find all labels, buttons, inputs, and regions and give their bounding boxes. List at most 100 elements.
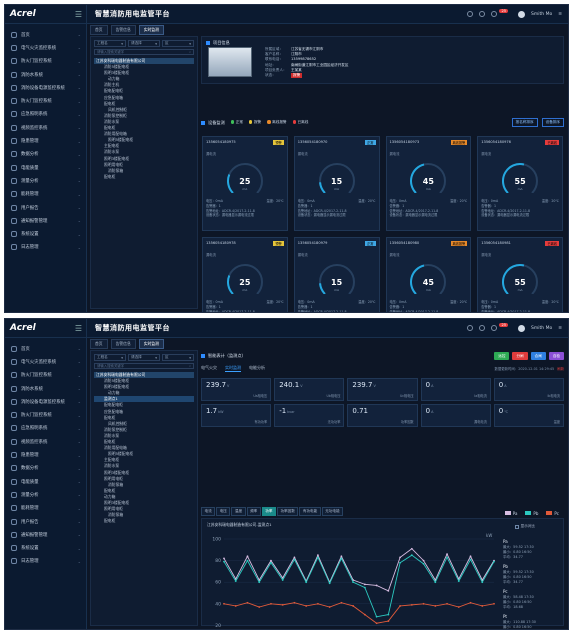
sidebar-item[interactable]: 数据分析 ⌄: [5, 462, 86, 475]
user-name[interactable]: Smith Mo: [531, 11, 553, 17]
tree-node[interactable]: 消防泵箱: [108, 481, 124, 487]
sidebar-item[interactable]: 应急照明系统 ⌄: [5, 108, 86, 121]
menu-icon[interactable]: ≡: [558, 325, 562, 331]
tree-node[interactable]: 照明5楼配电柜: [108, 451, 134, 457]
control-button[interactable]: 分闸: [512, 352, 528, 360]
control-button[interactable]: 自检: [548, 352, 564, 360]
tree-node[interactable]: 消防泵箱: [108, 512, 124, 518]
sidebar-item[interactable]: 消防水系统 ⌄: [5, 68, 86, 81]
hamburger-icon[interactable]: ☰: [74, 323, 82, 333]
tree-node[interactable]: 应急配电箱: [104, 408, 123, 414]
tree-node[interactable]: 消防泵箱: [108, 167, 124, 173]
tree-node[interactable]: 主配电柜: [104, 457, 120, 463]
tree-node[interactable]: 配电柜: [104, 518, 116, 524]
sidebar-item[interactable]: 能耗管理 ⌄: [5, 188, 86, 201]
sidebar-item[interactable]: 电气火灾监控系统 ⌄: [5, 41, 86, 54]
tab-alarm[interactable]: 告警信息: [110, 24, 136, 35]
tree-node[interactable]: 消防水泵: [104, 432, 120, 438]
sidebar-item[interactable]: 防火门监控系统 ⌄: [5, 94, 86, 107]
tree-node[interactable]: 消防5楼配电柜: [104, 64, 130, 70]
sidebar-item[interactable]: 电气火灾监控系统 ⌄: [5, 355, 86, 368]
sidebar-item[interactable]: 首页 ⌄: [5, 342, 86, 355]
device-card[interactable]: 1356054180980 离线报警 漏电流 45 mA 电压：0mA 温度：20℃ 告警器：…: [385, 237, 472, 312]
device-card[interactable]: 1356054180973 离线报警 漏电流 45 mA 电压：0mA 温度：20℃ 告警器：…: [385, 136, 472, 231]
hamburger-icon[interactable]: ☰: [74, 9, 82, 19]
control-button[interactable]: 合闸: [530, 352, 546, 360]
tree-node[interactable]: 主配电柜: [104, 143, 120, 149]
tree-node[interactable]: 配电柜: [104, 173, 116, 179]
sidebar-item[interactable]: 用户报告 ⌄: [5, 515, 86, 528]
tree-node[interactable]: 消防水泵: [104, 118, 120, 124]
search-icon[interactable]: [467, 325, 474, 331]
metric-tab[interactable]: 电压: [216, 507, 231, 516]
tree-node[interactable]: 照明3楼配电柜: [104, 469, 130, 475]
chart-legend-item[interactable]: Pc: [546, 511, 559, 516]
tree-node[interactable]: 照明3楼配电柜: [104, 155, 130, 161]
device-card[interactable]: 1356054180970 正常 漏电流 15 mA 电压：0mA 温度：20℃ 告警器：1 告…: [293, 136, 380, 231]
metric-tab[interactable]: 有功电能: [299, 507, 321, 516]
tree-node[interactable]: 照明3楼配电柜: [104, 384, 130, 390]
sub-tab[interactable]: 电能分析: [249, 365, 265, 370]
sidebar-item[interactable]: 数据分析 ⌄: [5, 148, 86, 161]
sort-name-button[interactable]: 按名称排序: [511, 118, 538, 127]
project-select[interactable]: 工程名 ▾: [94, 40, 126, 47]
tree-node[interactable]: 江苏安科瑞电器制造有限公司: [94, 58, 194, 65]
tab-realtime[interactable]: 实时监测: [138, 338, 164, 349]
tree-node[interactable]: 配电柜: [104, 487, 116, 493]
sidebar-item[interactable]: 日志管理 ⌄: [5, 555, 86, 568]
tab-home[interactable]: 首页: [90, 338, 108, 349]
area-select[interactable]: 区 ▾: [162, 40, 194, 47]
sidebar-item[interactable]: 视频监控系统 ⌄: [5, 435, 86, 448]
settings-icon[interactable]: [479, 11, 486, 17]
tab-alarm[interactable]: 告警信息: [110, 338, 136, 349]
tree-node[interactable]: 应急配电箱: [104, 94, 123, 100]
sidebar-item[interactable]: 测量分析 ⌄: [5, 488, 86, 501]
sidebar-item[interactable]: 用户报告 ⌄: [5, 201, 86, 214]
sidebar-item[interactable]: 系统设置 ⌄: [5, 541, 86, 554]
metric-tab[interactable]: 功率: [261, 507, 276, 516]
sub-tab[interactable]: 电气火灾: [201, 365, 217, 370]
sub-tab[interactable]: 实时监测: [225, 365, 241, 372]
tree-node[interactable]: 配电配电柜: [104, 402, 123, 408]
metric-tab[interactable]: 无功电能: [321, 507, 344, 516]
menu-icon[interactable]: ≡: [558, 11, 562, 17]
sidebar-item[interactable]: 视频监控系统 ⌄: [5, 121, 86, 134]
tree-node[interactable]: 配电配电柜: [104, 88, 123, 94]
sidebar-item[interactable]: 首页 ⌄: [5, 28, 86, 41]
sidebar-item[interactable]: 隐患管理 ⌄: [5, 134, 86, 147]
device-card[interactable]: 1356054180978 预警 漏电流 25 mA 电压：0mA 温度：20℃ 告警器：1 告…: [202, 237, 288, 312]
sidebar-item[interactable]: 能耗管理 ⌄: [5, 502, 86, 515]
tree-node[interactable]: 配电柜: [104, 439, 116, 445]
sidebar-item[interactable]: 消防设备电源监控系统 ⌄: [5, 395, 86, 408]
tree-search-input[interactable]: 请输入搜索关键字 ⌕: [94, 49, 194, 55]
tree-node[interactable]: 风机控制柜: [108, 420, 127, 426]
tree-node[interactable]: 监测点1: [94, 396, 194, 403]
sort-device-button[interactable]: 设备排序: [541, 118, 564, 127]
tree-search-input[interactable]: 请输入搜索关键字 ⌕: [94, 363, 194, 369]
chart-legend-item[interactable]: Pb: [525, 511, 538, 516]
bell-icon[interactable]: [491, 325, 498, 331]
tree-node[interactable]: 消防水泵: [104, 463, 120, 469]
area-select[interactable]: 区 ▾: [162, 354, 194, 361]
region-select[interactable]: 请选择 ▾: [128, 354, 160, 361]
compare-checkbox[interactable]: 显示对比: [514, 524, 535, 529]
tab-realtime[interactable]: 实时监测: [138, 24, 164, 35]
sidebar-item[interactable]: 防火门监控系统 ⌄: [5, 369, 86, 382]
tree-node[interactable]: 消防泵控制柜: [104, 112, 127, 118]
chart-legend-item[interactable]: Pa: [504, 511, 517, 516]
tree-node[interactable]: 消防用配电箱: [104, 131, 127, 137]
tree-node[interactable]: 照明3楼配电柜: [104, 70, 130, 76]
tree-node[interactable]: 江苏安科瑞电器制造有限公司: [94, 372, 194, 379]
metric-tab[interactable]: 功率因数: [276, 507, 299, 516]
metric-tab[interactable]: 电流: [201, 507, 216, 516]
tree-node[interactable]: 配电柜: [104, 100, 116, 106]
tree-node[interactable]: 配电柜: [104, 125, 116, 131]
device-card[interactable]: 1356054180981 已离线 漏电流 55 mA 电压：0mA 温度：20℃ 告警器：1…: [477, 237, 563, 312]
tree-node[interactable]: 照明用电柜: [104, 506, 123, 512]
settings-icon[interactable]: [479, 325, 486, 331]
sidebar-item[interactable]: 隐患管理 ⌄: [5, 448, 86, 461]
bell-icon[interactable]: [491, 11, 498, 17]
sidebar-item[interactable]: 消防设备电源监控系统 ⌄: [5, 81, 86, 94]
device-card[interactable]: 1356054180975 预警 漏电流 25 mA 电压：0mA 温度：20℃ 告警器：1 告…: [202, 136, 288, 231]
sidebar-item[interactable]: 应急照明系统 ⌄: [5, 422, 86, 435]
